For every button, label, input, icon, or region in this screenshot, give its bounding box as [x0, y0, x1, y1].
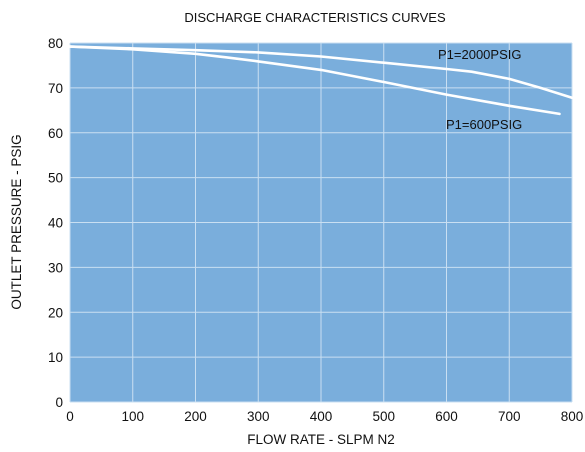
x-axis-ticks: 0 100 200 300 400 500 600 700 800 — [66, 409, 583, 424]
x-tick-label: 700 — [498, 409, 521, 424]
y-tick-label: 70 — [48, 81, 63, 96]
y-tick-label: 0 — [55, 395, 63, 410]
y-tick-label: 50 — [48, 171, 63, 186]
series-labels: P1=2000PSIG P1=600PSIG — [438, 47, 522, 132]
y-axis-label: OUTLET PRESSURE - PSIG — [9, 134, 24, 309]
x-axis-label: FLOW RATE - SLPM N2 — [247, 432, 395, 447]
y-tick-label: 30 — [48, 260, 63, 275]
y-tick-label: 80 — [48, 36, 63, 51]
series-lines — [68, 45, 574, 116]
series-line-1 — [68, 45, 574, 99]
x-tick-label: 600 — [435, 409, 458, 424]
y-tick-label: 60 — [48, 126, 63, 141]
series-label-2: P1=600PSIG — [446, 117, 522, 132]
x-tick-label: 800 — [561, 409, 584, 424]
y-tick-label: 40 — [48, 216, 63, 231]
series-line-2 — [68, 45, 561, 116]
x-tick-label: 300 — [247, 409, 270, 424]
y-tick-label: 10 — [48, 350, 63, 365]
series-label-1: P1=2000PSIG — [438, 47, 521, 62]
y-axis-ticks: 0 10 20 30 40 50 60 70 80 — [48, 36, 63, 410]
x-tick-label: 0 — [66, 409, 74, 424]
x-tick-label: 100 — [121, 409, 144, 424]
x-tick-label: 500 — [372, 409, 395, 424]
chart-title: DISCHARGE CHARACTERISTICS CURVES — [184, 10, 446, 25]
grid-lines — [69, 42, 573, 403]
x-tick-label: 200 — [184, 409, 207, 424]
y-tick-label: 20 — [48, 305, 63, 320]
x-tick-label: 400 — [310, 409, 333, 424]
